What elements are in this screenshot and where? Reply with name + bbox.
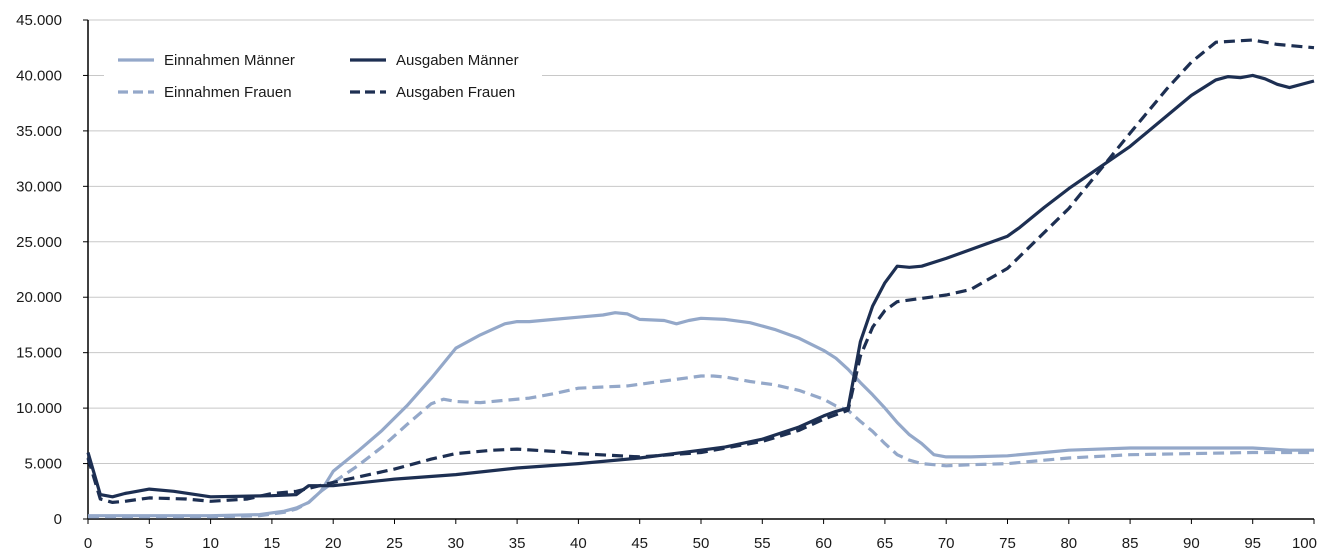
x-tick-label-7: 35: [509, 535, 526, 552]
y-tick-label-0: 0: [54, 511, 62, 528]
y-tick-labels: 0 5.000 10.000 15.000 20.000 25.000 30.000 35.0…: [16, 12, 88, 528]
x-tick-label-9: 45: [631, 535, 648, 552]
x-tick-label-2: 10: [202, 535, 219, 552]
legend-label-3: Ausgaben Frauen: [396, 84, 515, 101]
x-tick-label-11: 55: [754, 535, 771, 552]
gridlines: [88, 19, 1314, 465]
series-line-1: [88, 374, 1314, 519]
x-tick-label-12: 60: [815, 535, 832, 552]
x-tick-label-15: 75: [999, 535, 1016, 552]
series-line-3: [86, 38, 1315, 504]
y-tick-label-2: 10.000: [16, 400, 62, 417]
y-tick-label-6: 30.000: [16, 178, 62, 195]
y-tick-label-7: 35.000: [16, 123, 62, 140]
x-tick-label-3: 15: [264, 535, 281, 552]
x-tick-label-10: 50: [693, 535, 710, 552]
series-lines: [86, 38, 1315, 519]
y-tick-label-5: 25.000: [16, 234, 62, 251]
series-line-0: [88, 311, 1314, 518]
x-tick-label-5: 25: [386, 535, 403, 552]
x-tick-label-19: 95: [1244, 535, 1261, 552]
legend-label-0: Einnahmen Männer: [164, 52, 295, 69]
x-tick-label-16: 80: [1060, 535, 1077, 552]
x-tick-label-1: 5: [145, 535, 153, 552]
legend-label-2: Ausgaben Männer: [396, 52, 519, 69]
legend-label-1: Einnahmen Frauen: [164, 84, 292, 101]
x-tick-label-14: 70: [938, 535, 955, 552]
legend: Einnahmen Männer Einnahmen Frauen Ausgaben…: [104, 40, 542, 106]
legend-background: [104, 40, 542, 106]
x-tick-label-17: 85: [1122, 535, 1139, 552]
x-tick-label-8: 40: [570, 535, 587, 552]
y-tick-label-4: 20.000: [16, 289, 62, 306]
y-tick-label-9: 45.000: [16, 12, 62, 29]
x-tick-label-6: 30: [447, 535, 464, 552]
x-tick-labels: 0 5 10 15 20 25 30 35 40 45 50 55 60 65 70 75 80 85 90 95 10…: [84, 519, 1317, 552]
y-tick-label-3: 15.000: [16, 345, 62, 362]
y-tick-label-8: 40.000: [16, 67, 62, 84]
x-tick-label-13: 65: [877, 535, 894, 552]
x-tick-label-18: 90: [1183, 535, 1200, 552]
x-tick-label-0: 0: [84, 535, 92, 552]
x-tick-label-4: 20: [325, 535, 342, 552]
y-tick-label-1: 5.000: [24, 456, 62, 473]
series-line-2: [86, 73, 1315, 499]
x-tick-label-20: 100: [1292, 535, 1317, 552]
